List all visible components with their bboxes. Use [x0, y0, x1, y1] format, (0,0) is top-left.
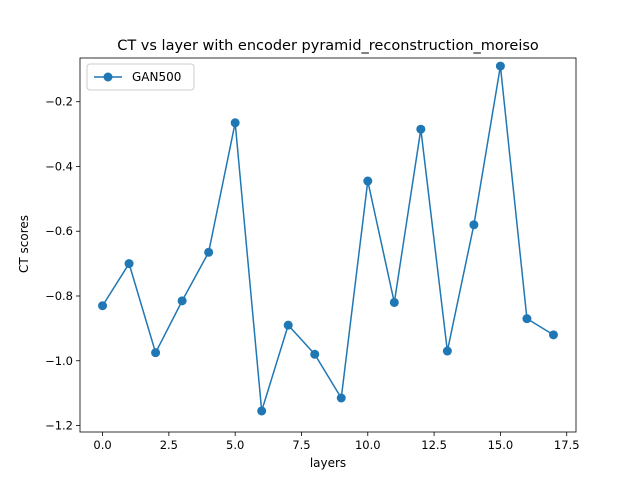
x-tick-label: 15.0 [488, 438, 514, 452]
data-point [98, 301, 108, 311]
data-point [442, 346, 452, 356]
data-point [336, 393, 346, 403]
legend-marker-sample [103, 72, 113, 82]
data-point [283, 320, 293, 330]
x-axis-label: layers [310, 456, 346, 470]
legend-label: GAN500 [132, 70, 181, 84]
series-layer [98, 61, 558, 416]
data-point [124, 259, 134, 269]
x-tick-label: 0.0 [93, 438, 111, 452]
x-tick-label: 5.0 [226, 438, 244, 452]
y-tick-label: −0.4 [45, 159, 73, 173]
legend-box [86, 63, 195, 91]
x-tick-label: 7.5 [292, 438, 310, 452]
x-tick-label: 12.5 [421, 438, 447, 452]
x-axis: 0.0 2.5 5.0 7.5 10.0 12.5 15.0 17.5 [93, 432, 580, 452]
data-point [389, 297, 399, 307]
y-tick-label: −0.8 [45, 289, 73, 303]
y-tick-label: −1.0 [45, 354, 73, 368]
y-axis: −1.2 −1.0 −0.8 −0.6 −0.4 −0.2 [45, 95, 80, 433]
data-point [548, 330, 558, 340]
y-tick-label: −0.2 [45, 95, 73, 109]
data-point [177, 296, 187, 306]
y-tick-label: −1.2 [45, 419, 73, 433]
x-tick-label: 10.0 [355, 438, 381, 452]
chart-title: CT vs layer with encoder pyramid_reconst… [117, 38, 539, 54]
data-point [230, 118, 240, 128]
data-point [257, 406, 267, 416]
legend: GAN500 [86, 63, 195, 91]
y-axis-label: CT scores [17, 215, 31, 273]
data-point [522, 314, 532, 324]
data-point [363, 176, 373, 186]
data-point [151, 348, 161, 358]
series-line-GAN500 [101, 65, 554, 412]
data-point [469, 220, 479, 230]
x-tick-label: 17.5 [554, 438, 580, 452]
plot-frame [79, 57, 577, 433]
data-point [204, 247, 214, 257]
plot-area [79, 57, 577, 433]
x-tick-label: 2.5 [160, 438, 178, 452]
data-point [495, 61, 505, 71]
data-point [310, 349, 320, 359]
y-tick-label: −0.6 [45, 224, 73, 238]
data-point [416, 124, 426, 134]
